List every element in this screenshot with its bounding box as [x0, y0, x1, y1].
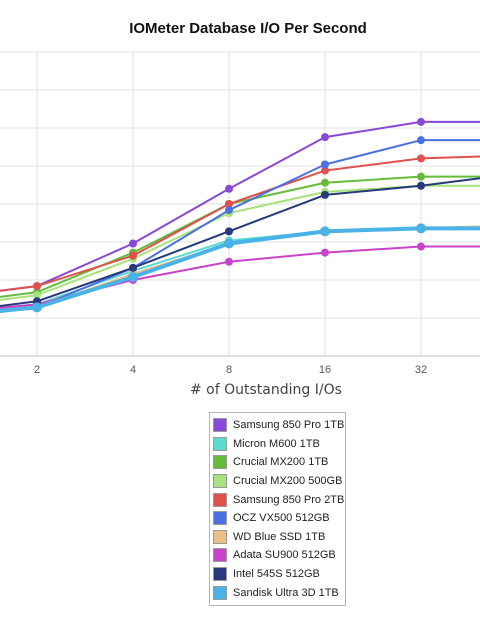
legend-swatch — [213, 492, 227, 507]
data-point[interactable] — [225, 200, 233, 208]
legend-item[interactable]: Intel 545S 512GB — [210, 565, 345, 584]
data-point[interactable] — [417, 242, 425, 251]
series-9 — [0, 223, 480, 313]
plot-area: 2 4 8 16 32 — [0, 51, 480, 376]
legend-item[interactable]: WD Blue SSD 1TB — [210, 528, 345, 547]
gridlines — [0, 51, 480, 357]
data-point[interactable] — [225, 227, 233, 236]
legend-label: Intel 545S 512GB — [233, 568, 320, 581]
legend-swatch — [213, 529, 227, 544]
data-point[interactable] — [129, 263, 137, 272]
legend-item[interactable]: Crucial MX200 1TB — [210, 453, 345, 472]
data-point[interactable] — [225, 206, 233, 215]
legend-label: Samsung 850 Pro 1TB — [233, 419, 345, 432]
data-point[interactable] — [32, 302, 42, 313]
data-point[interactable] — [33, 282, 41, 291]
data-point[interactable] — [417, 181, 425, 190]
data-point[interactable] — [33, 291, 41, 300]
x-tick-label: 2 — [34, 364, 40, 376]
data-point[interactable] — [225, 257, 233, 266]
data-point[interactable] — [129, 239, 137, 248]
data-point[interactable] — [225, 184, 233, 193]
legend-swatch — [213, 474, 227, 489]
legend-label: Samsung 850 Pro 2TB — [233, 493, 345, 506]
legend-item[interactable]: Micron M600 1TB — [210, 435, 345, 454]
legend-swatch — [213, 455, 227, 470]
series-line — [0, 225, 480, 309]
legend-item[interactable]: OCZ VX500 512GB — [210, 509, 345, 528]
x-tick-label: 16 — [319, 364, 331, 376]
legend-label: Crucial MX200 500GB — [233, 475, 343, 488]
legend-item[interactable]: Samsung 850 Pro 2TB — [210, 490, 345, 509]
legend-swatch — [213, 567, 227, 582]
data-point[interactable] — [128, 271, 138, 282]
legend-label: WD Blue SSD 1TB — [233, 530, 326, 543]
data-point[interactable] — [416, 223, 426, 234]
legend-swatch — [213, 436, 227, 451]
legend-item[interactable]: Sandisk Ultra 3D 1TB — [210, 583, 345, 602]
series-1 — [0, 224, 480, 309]
legend-swatch — [213, 511, 227, 526]
x-axis: 2 4 8 16 32 — [34, 364, 427, 376]
data-point[interactable] — [224, 238, 234, 249]
data-point[interactable] — [320, 226, 330, 237]
chart-title: IOMeter Database I/O Per Second — [129, 20, 367, 37]
data-point[interactable] — [321, 133, 329, 142]
x-axis-label: # of Outstanding I/Os — [190, 382, 342, 398]
legend-label: Crucial MX200 1TB — [233, 456, 329, 469]
legend-swatch — [213, 548, 227, 563]
data-point[interactable] — [417, 172, 425, 181]
data-point[interactable] — [129, 251, 137, 260]
legend-label: OCZ VX500 512GB — [233, 512, 330, 525]
x-tick-label: 4 — [130, 364, 136, 376]
legend-item[interactable]: Crucial MX200 500GB — [210, 472, 345, 491]
legend-label: Sandisk Ultra 3D 1TB — [233, 586, 339, 599]
data-point[interactable] — [321, 178, 329, 187]
legend-item[interactable]: Adata SU900 512GB — [210, 546, 345, 565]
legend-swatch — [213, 585, 227, 600]
x-tick-label: 32 — [415, 364, 427, 376]
data-point[interactable] — [321, 190, 329, 199]
data-point[interactable] — [321, 166, 329, 175]
legend-swatch — [213, 418, 227, 433]
data-point[interactable] — [321, 160, 329, 169]
data-point[interactable] — [321, 248, 329, 257]
x-tick-label: 8 — [226, 364, 232, 376]
data-point[interactable] — [417, 154, 425, 163]
series-lines — [0, 117, 480, 314]
series-4 — [0, 154, 480, 292]
legend-label: Adata SU900 512GB — [233, 549, 336, 562]
legend-item[interactable]: Samsung 850 Pro 1TB — [210, 416, 345, 435]
data-point[interactable] — [417, 136, 425, 145]
legend-label: Micron M600 1TB — [233, 437, 320, 450]
legend: Samsung 850 Pro 1TB Micron M600 1TB Crucia… — [209, 412, 346, 606]
data-point[interactable] — [417, 117, 425, 126]
